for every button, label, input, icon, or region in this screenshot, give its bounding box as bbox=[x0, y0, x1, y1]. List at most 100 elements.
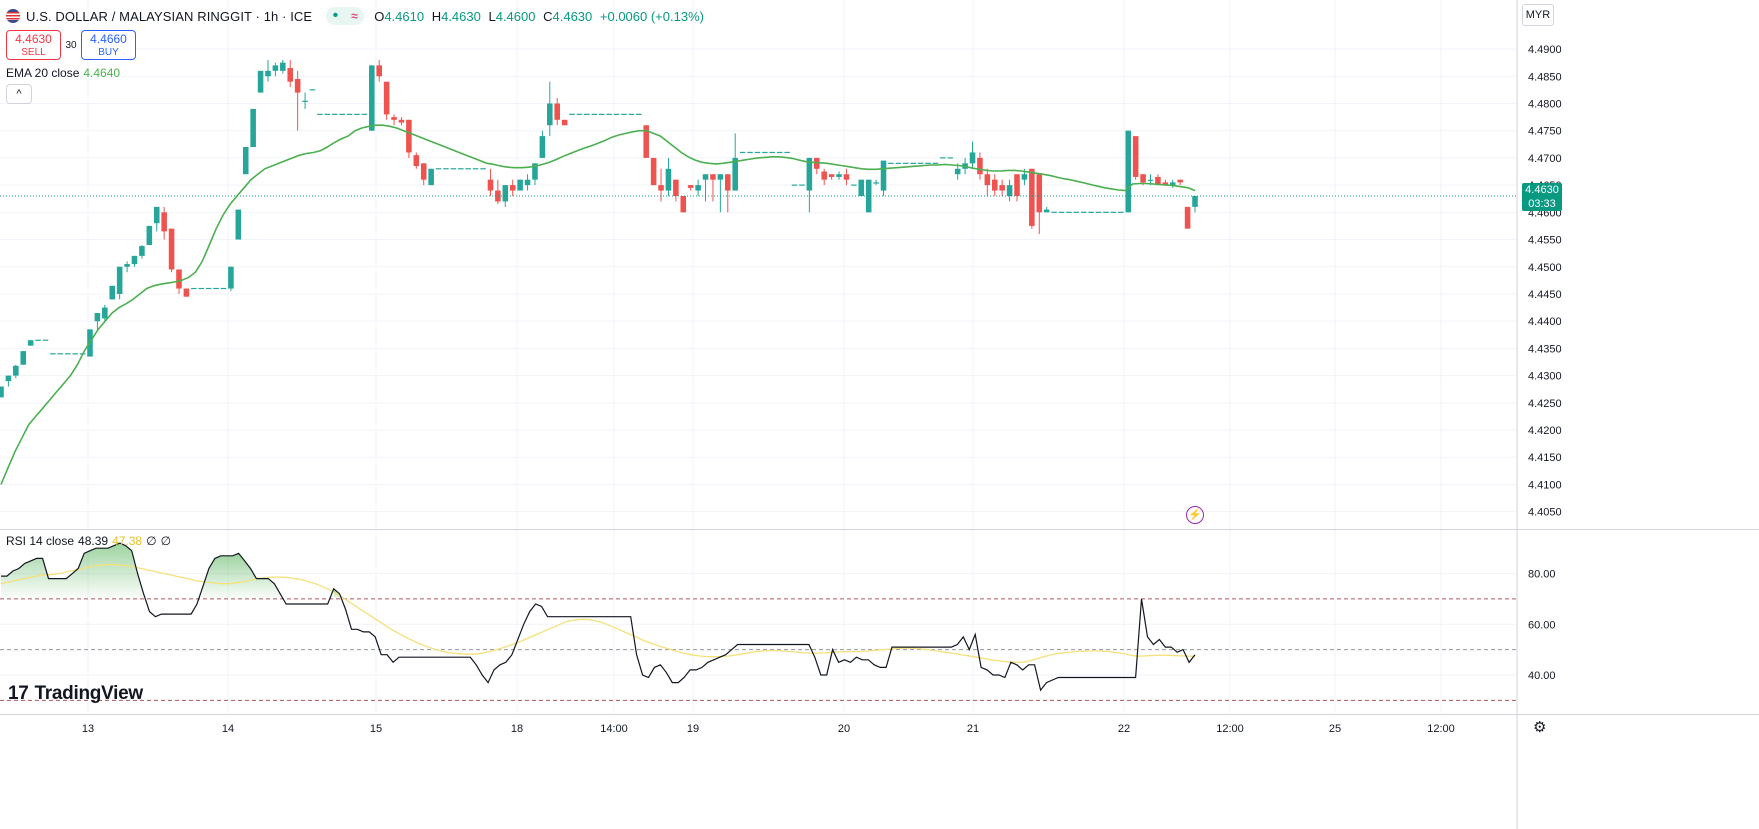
candle-body bbox=[517, 179, 523, 191]
candle-body bbox=[650, 157, 657, 186]
candle-body bbox=[509, 185, 516, 191]
price-axis[interactable]: 4.49004.48504.48004.47504.47004.46504.46… bbox=[1528, 44, 1562, 519]
candle-body bbox=[257, 70, 264, 93]
time-tick-label: 13 bbox=[82, 723, 94, 735]
candle-body bbox=[1147, 179, 1154, 181]
time-tick-label: 18 bbox=[511, 723, 523, 735]
candles bbox=[0, 59, 1198, 398]
price-tick-label: 4.4250 bbox=[1528, 398, 1562, 410]
candle-body bbox=[732, 157, 738, 191]
candle-body bbox=[242, 147, 249, 175]
tradingview-logo[interactable]: 17 TradingView bbox=[8, 683, 143, 705]
candle-body bbox=[873, 182, 879, 184]
candle-body bbox=[391, 117, 397, 120]
rsi-tick-label: 40.00 bbox=[1528, 670, 1556, 682]
candle-body bbox=[969, 152, 976, 164]
tradingview-logo-text: TradingView bbox=[34, 683, 144, 704]
candle-body bbox=[1125, 130, 1132, 213]
candle-body bbox=[131, 255, 138, 265]
sell-label: SELL bbox=[21, 47, 46, 58]
candle-body bbox=[999, 185, 1005, 191]
candle-body bbox=[1036, 174, 1043, 213]
candle-body bbox=[554, 103, 560, 120]
candle-body bbox=[532, 163, 538, 180]
rsi-overbought-fill bbox=[1, 543, 340, 599]
candle-body bbox=[1021, 174, 1028, 180]
ohlc-values: O4.4610 H4.4630 L4.4600 C4.4630 +0.0060 … bbox=[374, 8, 704, 24]
tradingview-logo-icon: 17 bbox=[8, 683, 29, 704]
time-tick-label: 14:00 bbox=[600, 723, 628, 735]
candle-body bbox=[977, 157, 983, 175]
candle-body bbox=[280, 62, 286, 71]
candle-body bbox=[687, 185, 694, 188]
candle-body bbox=[139, 246, 145, 256]
candle-body bbox=[658, 185, 664, 191]
buy-button[interactable]: 4.4660 BUY bbox=[81, 30, 136, 60]
candle-body bbox=[287, 68, 294, 82]
price-tick-label: 4.4350 bbox=[1528, 343, 1562, 355]
price-tick-label: 4.4700 bbox=[1528, 153, 1562, 165]
price-tick-label: 4.4900 bbox=[1528, 44, 1562, 56]
rsi-axis[interactable]: 80.00 60.00 40.00 bbox=[1528, 569, 1556, 682]
rsi-legend[interactable]: RSI 14 close 48.39 47.38 ∅ ∅ bbox=[6, 534, 171, 548]
time-tick-label: 25 bbox=[1329, 723, 1341, 735]
lightning-icon[interactable]: ⚡ bbox=[1186, 506, 1204, 524]
candle-body bbox=[406, 119, 412, 153]
candle-body bbox=[524, 179, 531, 186]
candle-body bbox=[176, 269, 182, 289]
candle-body bbox=[1155, 176, 1161, 186]
time-axis[interactable]: 13 14 15 18 14:00 19 20 21 22 12:00 25 12:00 bbox=[82, 723, 1455, 735]
collapse-indicators-button[interactable]: ^ bbox=[6, 84, 32, 104]
settings-gear-icon[interactable]: ⚙ bbox=[1533, 719, 1547, 736]
candle-body bbox=[991, 179, 998, 191]
rsi-ma-value: 47.38 bbox=[112, 534, 143, 548]
candle-body bbox=[643, 125, 649, 158]
candle-body bbox=[27, 340, 34, 346]
price-tick-label: 4.4450 bbox=[1528, 289, 1562, 301]
candle-body bbox=[843, 174, 850, 180]
candle-body bbox=[398, 119, 405, 123]
candle-body bbox=[13, 365, 19, 376]
candle-body bbox=[265, 70, 271, 77]
trade-panel: 4.4630 SELL 30 4.4660 BUY bbox=[6, 30, 136, 60]
ema20-line bbox=[0, 124, 1196, 485]
grid bbox=[0, 0, 1517, 713]
ema-legend[interactable]: EMA 20 close 4.4640 bbox=[6, 66, 120, 80]
candle-body bbox=[20, 351, 27, 365]
symbol-title[interactable]: U.S. DOLLAR / MALAYSIAN RINGGIT · 1h · I… bbox=[26, 8, 313, 24]
candle-body bbox=[302, 100, 308, 102]
price-tick-label: 4.4400 bbox=[1528, 316, 1562, 328]
price-change: +0.0060 (+0.13%) bbox=[599, 8, 704, 24]
candle-body bbox=[1014, 174, 1020, 196]
candle-body bbox=[228, 266, 234, 289]
chevron-up-icon: ^ bbox=[16, 88, 22, 100]
candle-body bbox=[710, 174, 716, 180]
candle-body bbox=[272, 65, 279, 71]
candle-body bbox=[865, 179, 872, 213]
candle-body bbox=[954, 168, 961, 175]
time-tick-label: 12:00 bbox=[1216, 723, 1244, 735]
rsi-lines bbox=[0, 542, 1196, 692]
rsi-empty-value-1: ∅ bbox=[146, 534, 157, 548]
rsi-tick-label: 60.00 bbox=[1528, 619, 1556, 631]
price-tick-label: 4.4500 bbox=[1528, 262, 1562, 274]
currency-button[interactable]: MYR bbox=[1522, 4, 1554, 26]
time-tick-label: 12:00 bbox=[1427, 723, 1455, 735]
candle-body bbox=[725, 174, 731, 191]
rsi-empty-value-2: ∅ bbox=[160, 534, 172, 548]
candle-body bbox=[539, 136, 546, 158]
candle-body bbox=[717, 174, 724, 180]
price-tick-label: 4.4750 bbox=[1528, 126, 1562, 138]
market-status-badge[interactable]: • ≈ bbox=[326, 7, 365, 25]
candle-body bbox=[880, 160, 887, 191]
candle-body bbox=[376, 65, 383, 77]
candle-body bbox=[695, 185, 701, 191]
candle-body bbox=[1184, 206, 1191, 229]
sell-button[interactable]: 4.4630 SELL bbox=[6, 30, 61, 60]
candle-body bbox=[1029, 168, 1035, 226]
candle-body bbox=[116, 266, 123, 294]
rsi-bands bbox=[0, 598, 1517, 701]
candle-body bbox=[413, 155, 420, 167]
candle-body bbox=[1140, 174, 1146, 183]
